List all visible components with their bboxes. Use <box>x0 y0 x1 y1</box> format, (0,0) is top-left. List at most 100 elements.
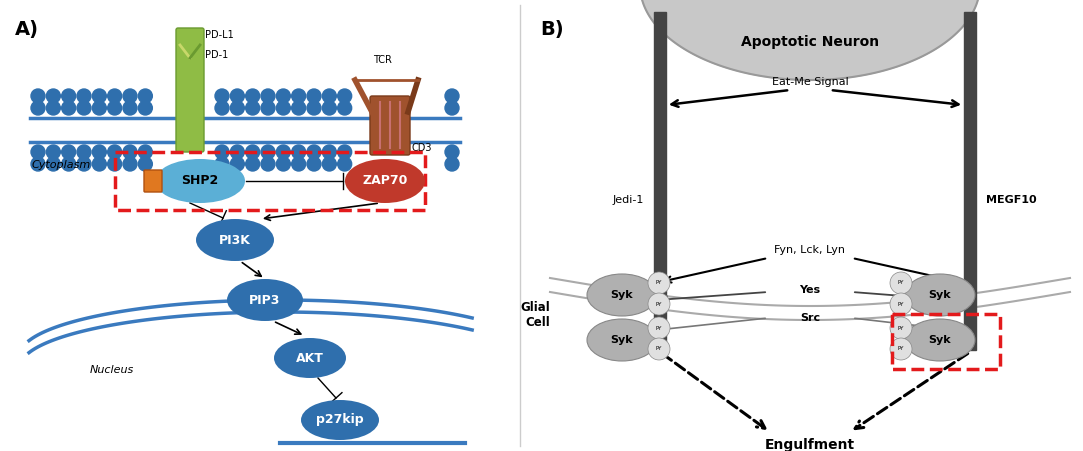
Circle shape <box>47 89 61 103</box>
Circle shape <box>338 157 352 171</box>
Circle shape <box>47 157 61 171</box>
Circle shape <box>31 89 45 103</box>
Circle shape <box>31 101 45 115</box>
Circle shape <box>261 145 275 159</box>
Text: Syk: Syk <box>611 290 634 300</box>
Circle shape <box>276 89 290 103</box>
Circle shape <box>890 272 912 294</box>
Circle shape <box>291 157 305 171</box>
Circle shape <box>246 145 260 159</box>
Circle shape <box>123 157 138 171</box>
Bar <box>654 12 666 350</box>
Circle shape <box>139 89 153 103</box>
Ellipse shape <box>587 274 657 316</box>
Text: Syk: Syk <box>611 335 634 345</box>
Circle shape <box>291 89 305 103</box>
Circle shape <box>445 157 459 171</box>
Bar <box>964 12 976 350</box>
Text: PI3K: PI3K <box>219 234 251 247</box>
Ellipse shape <box>905 274 975 316</box>
Circle shape <box>77 89 91 103</box>
Circle shape <box>107 145 121 159</box>
Circle shape <box>338 145 352 159</box>
Ellipse shape <box>196 219 274 261</box>
Circle shape <box>107 89 121 103</box>
Text: PY: PY <box>656 302 662 307</box>
Text: Nucleus: Nucleus <box>90 365 134 375</box>
Text: Syk: Syk <box>929 335 951 345</box>
Circle shape <box>62 101 76 115</box>
FancyBboxPatch shape <box>370 96 410 155</box>
Circle shape <box>77 157 91 171</box>
Text: ZAP70: ZAP70 <box>363 175 407 188</box>
Circle shape <box>123 89 138 103</box>
Circle shape <box>246 101 260 115</box>
Circle shape <box>261 101 275 115</box>
Circle shape <box>648 317 670 339</box>
Circle shape <box>648 293 670 315</box>
Circle shape <box>323 89 337 103</box>
Text: p27kip: p27kip <box>316 414 364 427</box>
Circle shape <box>92 101 106 115</box>
Ellipse shape <box>301 400 379 440</box>
Circle shape <box>306 89 321 103</box>
Circle shape <box>92 157 106 171</box>
Circle shape <box>139 101 153 115</box>
Text: Fyn, Lck, Lyn: Fyn, Lck, Lyn <box>774 245 846 255</box>
Circle shape <box>123 101 138 115</box>
Text: PD-1: PD-1 <box>205 50 229 60</box>
Circle shape <box>276 145 290 159</box>
Circle shape <box>890 338 912 360</box>
Text: PY: PY <box>898 346 904 351</box>
Text: PY: PY <box>656 346 662 351</box>
Ellipse shape <box>345 159 425 203</box>
Text: TCR: TCR <box>373 55 391 65</box>
Circle shape <box>648 338 670 360</box>
Text: Src: Src <box>800 313 820 323</box>
Text: CD3: CD3 <box>412 143 432 153</box>
Circle shape <box>139 157 153 171</box>
Circle shape <box>231 89 245 103</box>
Circle shape <box>216 157 229 171</box>
Text: PY: PY <box>898 302 904 307</box>
Circle shape <box>77 145 91 159</box>
Circle shape <box>445 101 459 115</box>
Circle shape <box>31 157 45 171</box>
Circle shape <box>261 157 275 171</box>
Circle shape <box>276 157 290 171</box>
Ellipse shape <box>274 338 345 378</box>
Ellipse shape <box>587 319 657 361</box>
Circle shape <box>276 101 290 115</box>
Circle shape <box>445 89 459 103</box>
Text: PY: PY <box>656 281 662 285</box>
Text: PY: PY <box>656 326 662 331</box>
Text: Eat-Me Signal: Eat-Me Signal <box>771 77 848 87</box>
Text: SHP2: SHP2 <box>181 175 219 188</box>
Ellipse shape <box>155 159 245 203</box>
Circle shape <box>62 145 76 159</box>
Circle shape <box>231 157 245 171</box>
Circle shape <box>246 157 260 171</box>
Circle shape <box>216 101 229 115</box>
Circle shape <box>216 145 229 159</box>
Text: PD-L1: PD-L1 <box>205 30 234 40</box>
Text: Yes: Yes <box>799 285 821 295</box>
Circle shape <box>890 293 912 315</box>
Circle shape <box>62 89 76 103</box>
Circle shape <box>123 145 138 159</box>
Circle shape <box>139 145 153 159</box>
Text: Engulfment: Engulfment <box>765 438 856 451</box>
Circle shape <box>47 145 61 159</box>
Text: MEGF10: MEGF10 <box>986 195 1036 205</box>
Circle shape <box>338 89 352 103</box>
Circle shape <box>648 272 670 294</box>
Circle shape <box>291 145 305 159</box>
Text: Glial
Cell: Glial Cell <box>520 301 550 329</box>
Circle shape <box>231 101 245 115</box>
Text: Cytoplasm: Cytoplasm <box>32 160 91 170</box>
Circle shape <box>291 101 305 115</box>
Circle shape <box>323 101 337 115</box>
FancyBboxPatch shape <box>177 28 204 152</box>
Text: Syk: Syk <box>929 290 951 300</box>
Text: PY: PY <box>898 281 904 285</box>
